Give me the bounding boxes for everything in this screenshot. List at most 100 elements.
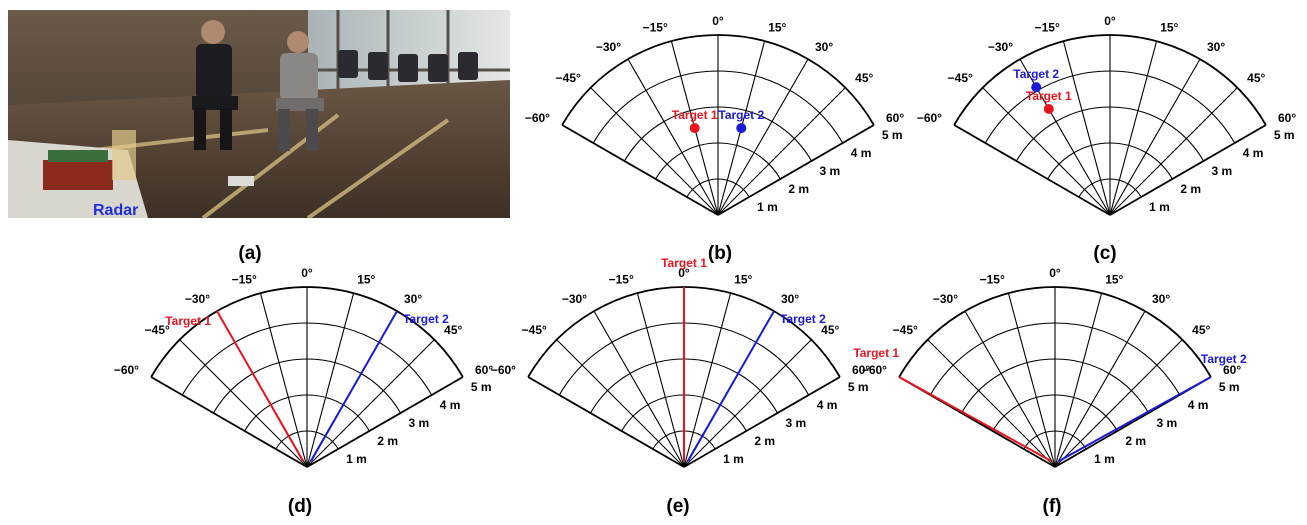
- angle-label: 60°: [1278, 111, 1296, 125]
- angle-label: 60°: [475, 363, 493, 377]
- range-arc-5m: [527, 286, 841, 378]
- target1-label: Target 1: [661, 256, 707, 270]
- range-label: 4 m: [851, 146, 872, 160]
- polar-panel-d: −60° −45° −30° −15° 0° 15° 30° 45° 60° 1 m 2 m 3 m 4…: [114, 266, 493, 468]
- angle-label: −45°: [145, 323, 170, 337]
- angle-label: 30°: [815, 40, 833, 54]
- target2-label: Target 2: [780, 312, 826, 326]
- target2-label: Target 2: [1013, 67, 1059, 81]
- spoke--30: [627, 58, 719, 216]
- target2-point: [736, 123, 747, 134]
- target1-label: Target 1: [165, 314, 211, 328]
- angle-label: 60°: [1223, 363, 1241, 377]
- range-label: 2 m: [1180, 182, 1201, 196]
- angle-label: −15°: [980, 273, 1005, 287]
- spoke--30: [964, 310, 1056, 468]
- angle-label: 45°: [1247, 71, 1265, 85]
- spoke-60: [717, 124, 875, 216]
- range-label: 2 m: [754, 434, 775, 448]
- angle-label: −30°: [933, 292, 958, 306]
- target1-label: Target 1: [672, 108, 718, 122]
- range-label: 1 m: [1149, 200, 1170, 214]
- spoke-60: [1109, 124, 1267, 216]
- spoke--45: [556, 339, 685, 468]
- spoke-15: [683, 292, 732, 468]
- spoke--30: [593, 310, 685, 468]
- target1-point: [1043, 103, 1054, 114]
- spoke-15: [1054, 292, 1103, 468]
- angle-label: 60°: [852, 363, 870, 377]
- spoke--15: [259, 292, 308, 468]
- polar-panel-b: −60° −45° −30° −15° 0° 15° 30° 45° 60° 1 m 2 m 3 m 4…: [525, 14, 904, 216]
- angle-label: −45°: [522, 323, 547, 337]
- angle-label: 15°: [734, 273, 752, 287]
- range-label: 4 m: [1243, 146, 1264, 160]
- angle-label: −60°: [491, 363, 516, 377]
- angle-label: −30°: [562, 292, 587, 306]
- angle-label: 45°: [855, 71, 873, 85]
- angle-label: −15°: [609, 273, 634, 287]
- angle-label: −30°: [988, 40, 1013, 54]
- angle-label: −60°: [114, 363, 139, 377]
- angle-label: −45°: [893, 323, 918, 337]
- angle-label: −30°: [596, 40, 621, 54]
- polar-panel-c: −60° −45° −30° −15° 0° 15° 30° 45° 60° 1 m 2 m 3 m 4…: [917, 14, 1296, 216]
- angle-label: 45°: [821, 323, 839, 337]
- angle-label: 0°: [301, 266, 313, 280]
- range-arc-5m: [561, 34, 875, 126]
- angle-label: 15°: [1105, 273, 1123, 287]
- spoke--45: [179, 339, 308, 468]
- spoke--15: [636, 292, 685, 468]
- angle-label: 30°: [1207, 40, 1225, 54]
- spoke-45: [717, 87, 846, 216]
- spoke-30: [717, 58, 809, 216]
- spoke--45: [590, 87, 719, 216]
- range-label: 5 m: [1219, 380, 1240, 394]
- angle-label: −60°: [862, 363, 887, 377]
- angle-label: −15°: [232, 273, 257, 287]
- caption-d: (d): [287, 496, 313, 517]
- target1-label: Target 1: [1026, 89, 1072, 103]
- angle-label: 15°: [768, 21, 786, 35]
- range-label: 3 m: [1212, 164, 1233, 178]
- target2-label: Target 2: [1201, 352, 1247, 366]
- angle-label: 60°: [886, 111, 904, 125]
- angle-label: −30°: [185, 292, 210, 306]
- range-label: 1 m: [1094, 452, 1115, 466]
- range-label: 3 m: [409, 416, 430, 430]
- range-label: 1 m: [346, 452, 367, 466]
- spoke--30: [1019, 58, 1111, 216]
- angle-label: −45°: [948, 71, 973, 85]
- range-label: 2 m: [377, 434, 398, 448]
- angle-label: −45°: [556, 71, 581, 85]
- spoke-60: [306, 376, 464, 468]
- spoke--15: [1062, 40, 1111, 216]
- angle-label: −60°: [525, 111, 550, 125]
- range-label: 3 m: [1157, 416, 1178, 430]
- spoke-15: [306, 292, 355, 468]
- target2-label: Target 2: [403, 312, 449, 326]
- range-label: 4 m: [1188, 398, 1209, 412]
- angle-label: 30°: [781, 292, 799, 306]
- range-label: 1 m: [723, 452, 744, 466]
- caption-c: (c): [1093, 243, 1117, 264]
- spoke-60: [683, 376, 841, 468]
- polar-panel-f: −60° −45° −30° −15° 0° 15° 30° 45° 60° 1 m 2 m 3 m 4…: [853, 266, 1247, 468]
- spoke-45: [1109, 87, 1238, 216]
- angle-label: 0°: [1104, 14, 1116, 28]
- angle-label: −15°: [643, 21, 668, 35]
- angle-label: −60°: [917, 111, 942, 125]
- range-label: 4 m: [440, 398, 461, 412]
- range-label: 1 m: [757, 200, 778, 214]
- spoke--15: [1007, 292, 1056, 468]
- range-label: 2 m: [1125, 434, 1146, 448]
- spoke-30: [1109, 58, 1201, 216]
- target1-point: [689, 123, 700, 134]
- range-label: 5 m: [882, 128, 903, 142]
- range-label: 5 m: [1274, 128, 1295, 142]
- angle-label: 0°: [712, 14, 724, 28]
- caption-e: (e): [666, 496, 690, 517]
- target1-ray: [898, 376, 1052, 462]
- spoke-45: [1054, 339, 1183, 468]
- range-label: 3 m: [820, 164, 841, 178]
